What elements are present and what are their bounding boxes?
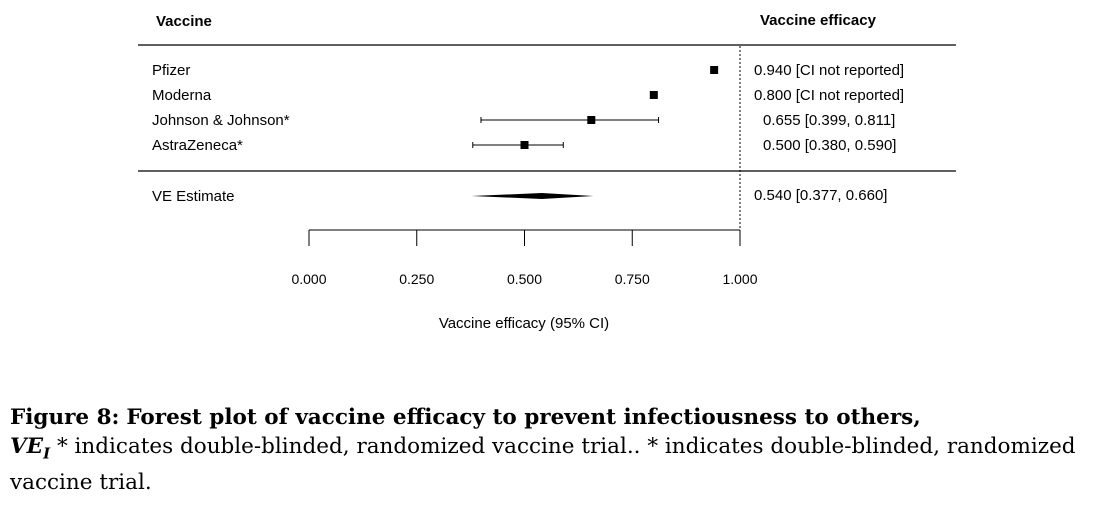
ve-symbol: VEI [10,434,51,463]
study-efficacy-value: 0.655 [0.399, 0.811] [763,112,895,129]
study-estimate-marker [520,141,529,149]
summary-diamond [471,193,594,199]
x-axis: 0.000 0.250 0.500 0.750 1.000 [291,229,758,287]
study-name: Moderna [152,87,212,104]
study-estimate-marker [587,116,596,124]
study-efficacy-value: 0.800 [CI not reported] [754,87,904,104]
forest-plot: Vaccine Vaccine efficacy Pfizer 0.940 [CI… [138,12,956,332]
x-tick-label: 1.000 [722,271,757,287]
study-efficacy-value: 0.500 [0.380, 0.590] [763,137,896,154]
x-tick-label: 0.750 [615,271,650,287]
study-name: AstraZeneca* [152,137,243,154]
vaccine-column-header: Vaccine [156,13,212,30]
figure-caption: Figure 8: Forest plot of vaccine efficac… [10,403,1085,497]
x-axis-label: Vaccine efficacy (95% CI) [439,315,609,332]
x-tick-label: 0.500 [507,271,542,287]
study-estimate-marker [649,91,658,99]
figure-title: Forest plot of vaccine efficacy to preve… [126,405,921,430]
study-efficacy-value: 0.940 [CI not reported] [754,62,904,79]
summary-name: VE Estimate [152,188,235,205]
ve-symbol-subscript: I [43,444,51,463]
study-estimate-marker [710,66,719,74]
x-tick-label: 0.000 [291,271,326,287]
study-name: Johnson & Johnson* [152,112,290,129]
x-tick-label: 0.250 [399,271,434,287]
ve-symbol-main: VE [10,434,44,459]
caption-note: * indicates double-blinded, randomized v… [10,434,1076,496]
efficacy-column-header: Vaccine efficacy [760,12,877,29]
study-name: Pfizer [152,62,190,79]
summary-efficacy-value: 0.540 [0.377, 0.660] [754,187,887,204]
figure-label: Figure 8: [10,405,120,430]
